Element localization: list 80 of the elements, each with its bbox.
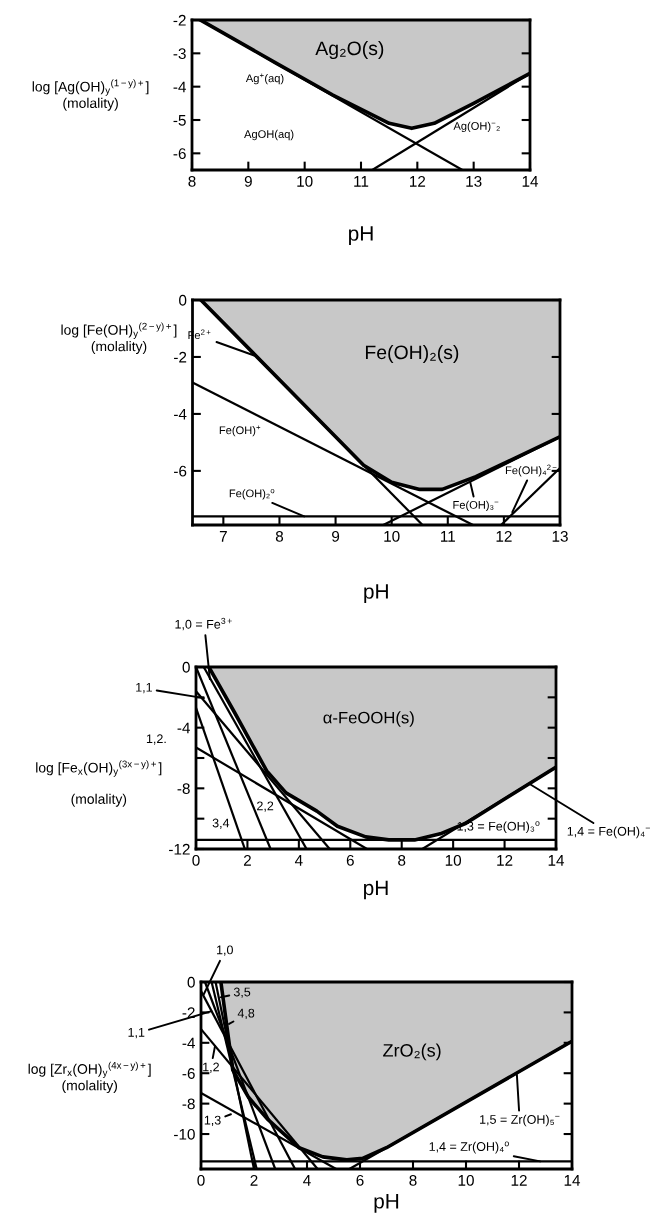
annotation: Fe(OH)₃$^{−}$ bbox=[453, 500, 499, 512]
x-tick-label: 4 bbox=[294, 855, 303, 866]
y-tick-label: -4 bbox=[182, 1037, 195, 1049]
y-tick-label: -8 bbox=[182, 1098, 195, 1110]
x-tick-label: 2 bbox=[250, 1174, 258, 1186]
annotation: 1,4 = Zr(OH)₄$^{o}$ bbox=[429, 1141, 509, 1154]
x-tick-label: 7 bbox=[219, 531, 227, 542]
annotation: ZrO₂(s) bbox=[383, 1043, 441, 1061]
x-axis-title: pH bbox=[374, 1194, 399, 1213]
y-tick-label: -3 bbox=[173, 48, 186, 60]
x-tick-label: 10 bbox=[458, 1174, 474, 1186]
x-tick-label: 14 bbox=[548, 855, 565, 866]
annotation: Fe(OH)₂$^{o}$ bbox=[229, 488, 275, 500]
y-tick-label: -2 bbox=[173, 14, 186, 26]
text: log [Zr$_{x}$(OH)$_{y}$$^{(4x−y)+}$] (molality) bbox=[28, 1061, 151, 1094]
y-tick-label: -2 bbox=[174, 351, 187, 363]
annotation: 1,5 = Zr(OH)₅$^{−}$ bbox=[480, 1114, 560, 1127]
x-tick-label: 10 bbox=[297, 175, 313, 187]
y-tick-label: -5 bbox=[173, 115, 186, 126]
x-tick-label: 11 bbox=[354, 176, 369, 187]
annotation: AgOH(aq) bbox=[244, 129, 294, 141]
x-tick-label: 12 bbox=[497, 854, 513, 866]
x-tick-label: 14 bbox=[522, 176, 539, 187]
annotation: Ag(OH)$^{−}$₂ bbox=[453, 121, 500, 133]
x-tick-label: 12 bbox=[410, 175, 426, 187]
text: 1,2. bbox=[146, 734, 166, 745]
annotation: 4,8 bbox=[237, 1008, 255, 1020]
annotation: α-FeOOH(s) bbox=[323, 711, 414, 727]
annotation: 1,4 = Fe(OH)₄$^{−}$ bbox=[567, 826, 650, 839]
x-tick-label: 10 bbox=[384, 530, 400, 542]
text: log [Fe$_{x}$(OH)$_{y}$$^{(3x−y)+}$] (molality) bbox=[36, 760, 162, 807]
annotation: Ag$^{+}$(aq) bbox=[245, 73, 284, 85]
x-tick-label: 8 bbox=[409, 1174, 417, 1186]
x-tick-label: 6 bbox=[346, 854, 354, 866]
annotation: 2,2 bbox=[257, 801, 274, 812]
annotation: Fe(OH)₄$^{2−}$ bbox=[505, 464, 557, 477]
y-tick-label: -6 bbox=[173, 148, 186, 160]
annotation: 3,5 bbox=[233, 987, 251, 998]
y-tick-label: -6 bbox=[174, 465, 187, 477]
annotation: 1,1 bbox=[136, 683, 152, 694]
x-axis-title: pH bbox=[349, 226, 373, 245]
annotation: 1,3 bbox=[204, 1115, 221, 1127]
x-tick-label: 6 bbox=[356, 1174, 364, 1186]
annotation: 3,4 bbox=[212, 818, 230, 829]
x-tick-label: 12 bbox=[511, 1174, 527, 1186]
annotation: Ag₂O(s) bbox=[315, 40, 384, 60]
x-tick-label: 9 bbox=[332, 530, 340, 542]
x-tick-label: 2 bbox=[243, 854, 251, 866]
x-tick-label: 8 bbox=[398, 854, 406, 866]
annotation: 1,0 = Fe$^{3+}$ bbox=[175, 617, 232, 631]
y-tick-label: -8 bbox=[177, 783, 190, 795]
x-tick-label: 13 bbox=[466, 175, 482, 187]
y-tick-label: 0 bbox=[187, 976, 195, 988]
annotation: Fe(OH)$^{+}$ bbox=[219, 425, 261, 437]
text: log [Ag(OH)$_{y}$$^{(1−y)+}$] (molality) bbox=[32, 79, 149, 111]
x-tick-label: 13 bbox=[552, 530, 568, 542]
y-tick-label: -12 bbox=[169, 843, 190, 855]
annotation: 1,1 bbox=[128, 1028, 145, 1039]
text: log [Fe(OH)$_{y}$$^{(2−y)+}$] (molality) bbox=[61, 322, 177, 354]
x-tick-label: 0 bbox=[197, 1174, 205, 1186]
x-tick-label: 8 bbox=[275, 530, 284, 542]
y-tick-label: -6 bbox=[182, 1068, 195, 1079]
y-tick-label: -4 bbox=[173, 81, 186, 93]
x-axis-title: pH bbox=[364, 584, 388, 603]
y-tick-label: -4 bbox=[174, 408, 187, 420]
x-tick-label: 4 bbox=[303, 1175, 311, 1186]
x-tick-label: 14 bbox=[564, 1175, 581, 1186]
annotation: 1,2 bbox=[203, 1062, 219, 1073]
x-axis-title: pH bbox=[364, 880, 388, 900]
x-tick-label: 9 bbox=[244, 175, 252, 187]
y-tick-label: 0 bbox=[182, 661, 190, 673]
y-tick-label: 0 bbox=[179, 294, 187, 306]
x-tick-label: 11 bbox=[441, 531, 455, 542]
annotation: 1,0 bbox=[217, 945, 233, 956]
x-tick-label: 10 bbox=[445, 854, 462, 866]
y-tick-label: -4 bbox=[177, 722, 190, 734]
annotation: Fe(OH)₂(s) bbox=[365, 344, 459, 364]
x-tick-label: 8 bbox=[188, 175, 196, 187]
y-tick-label: -10 bbox=[174, 1128, 195, 1140]
x-tick-label: 12 bbox=[496, 530, 512, 542]
